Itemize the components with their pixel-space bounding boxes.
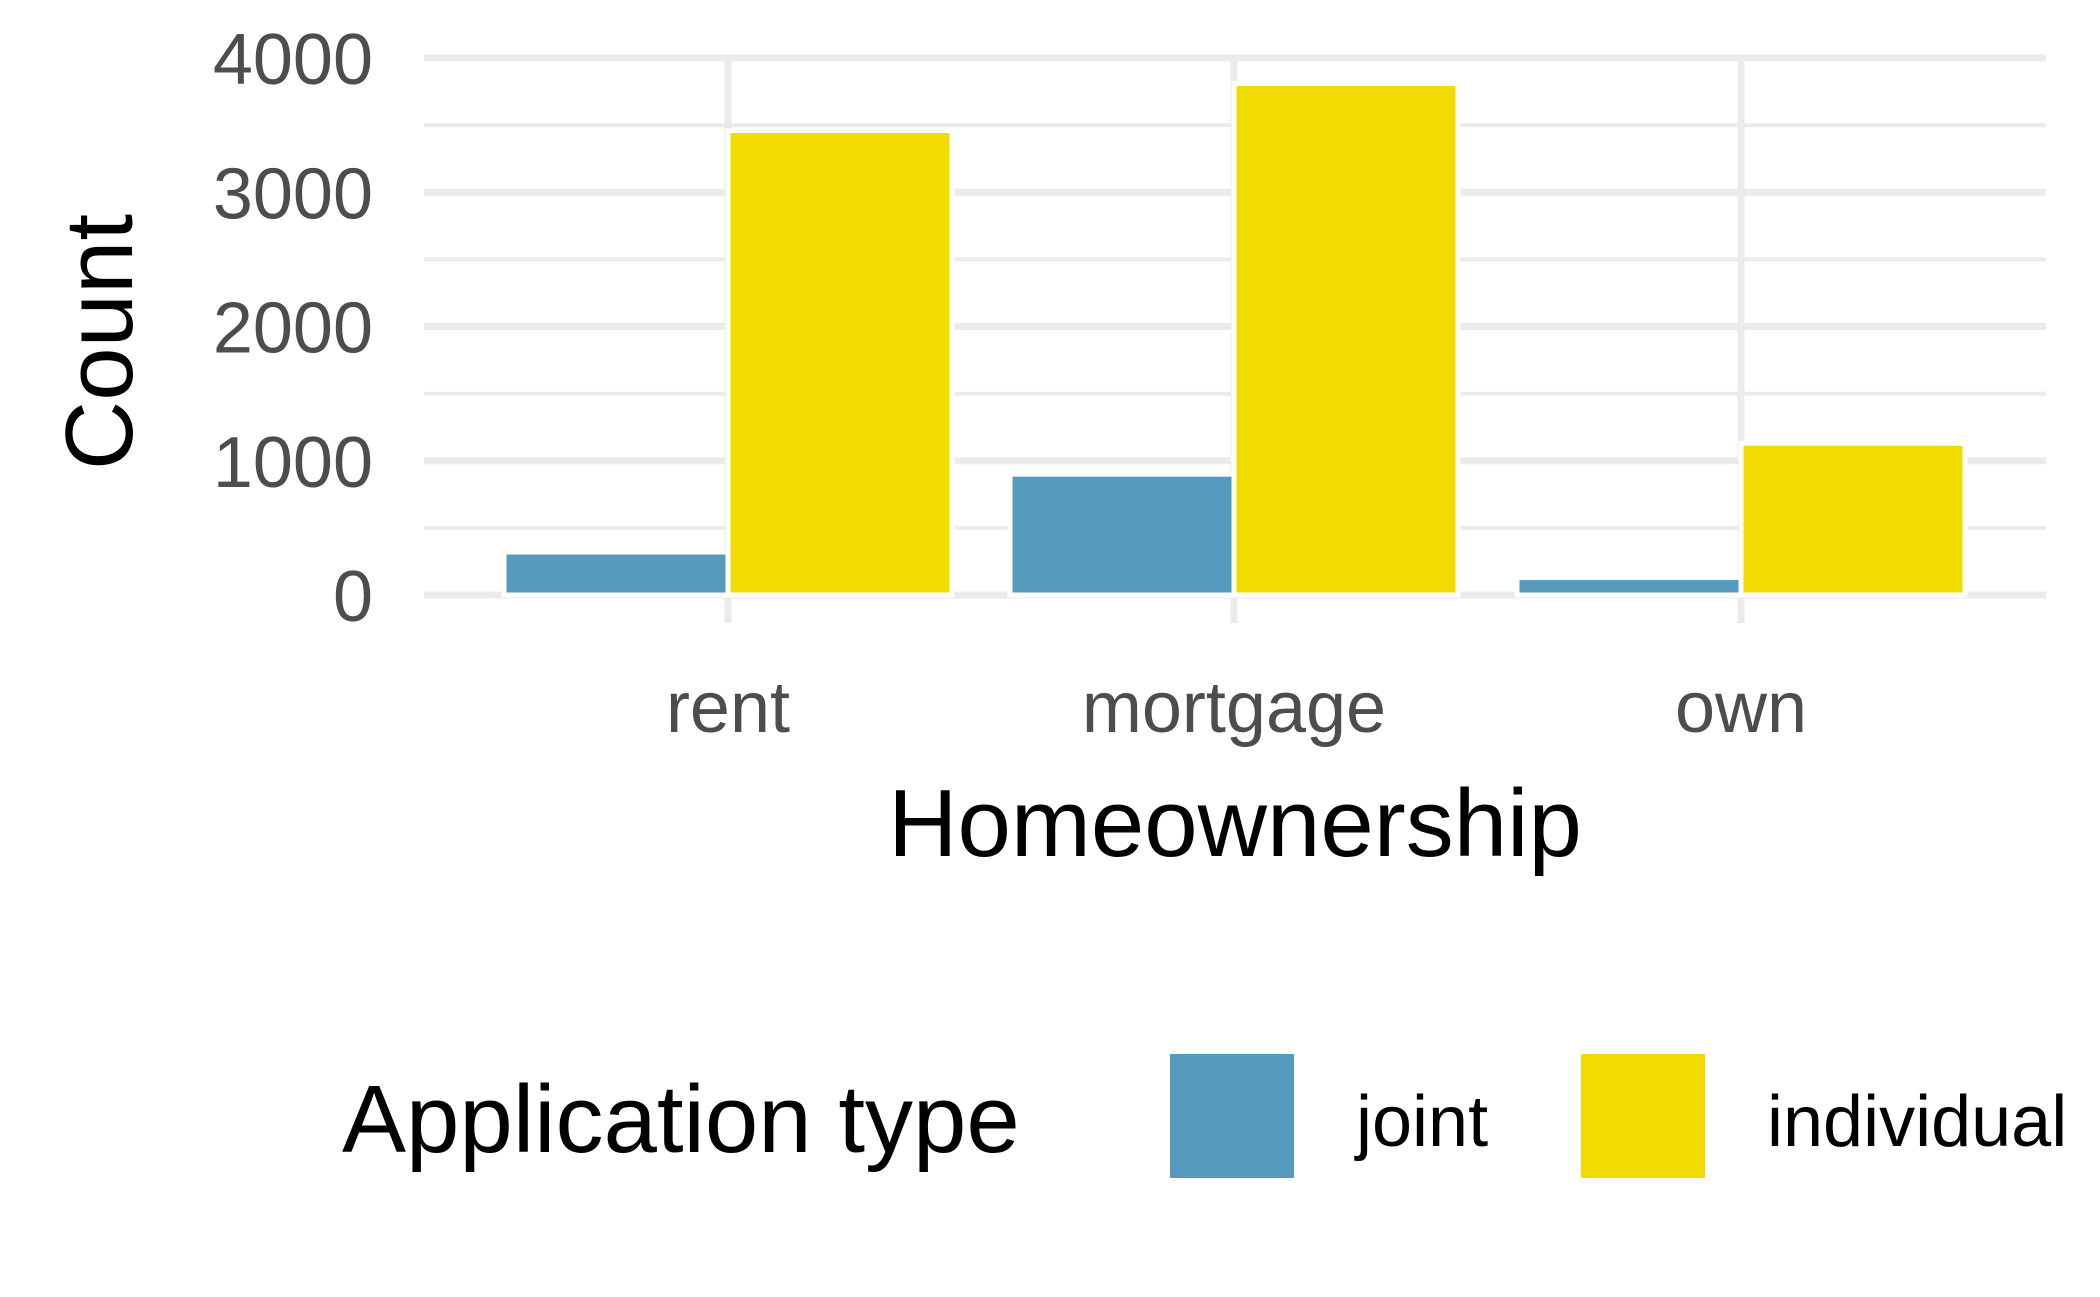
y-tick-label: 3000 <box>213 154 373 234</box>
bar-individual-own <box>1738 440 1968 598</box>
x-tick-label: mortgage <box>1082 668 1386 748</box>
y-axis-ticks: 0 1000 2000 3000 4000 <box>213 20 373 637</box>
legend-items: joint individual <box>1170 1054 2067 1178</box>
bar-joint-own <box>1514 575 1744 598</box>
y-tick-label: 4000 <box>213 20 373 100</box>
y-tick-label: 1000 <box>213 423 373 503</box>
x-tick-label: own <box>1675 668 1807 748</box>
legend-key-individual <box>1581 1054 1705 1178</box>
legend-key-joint <box>1170 1054 1294 1178</box>
y-axis-title: Count <box>46 214 153 470</box>
bar-individual-rent <box>725 127 955 598</box>
legend-label-individual: individual <box>1767 1082 2067 1162</box>
legend-title: Application type <box>342 1066 1020 1173</box>
x-axis-ticks: rent mortgage own <box>666 668 1807 748</box>
plot-bars <box>501 81 1968 598</box>
bar-joint-rent <box>501 549 731 598</box>
y-tick-label: 2000 <box>213 289 373 369</box>
legend-label-joint: joint <box>1354 1082 1488 1162</box>
x-axis-title: Homeownership <box>888 770 1582 877</box>
bar-joint-mortgage <box>1007 471 1237 598</box>
y-tick-label: 0 <box>333 557 373 637</box>
legend: Application type joint individual <box>342 1054 2067 1178</box>
x-tick-label: rent <box>666 668 790 748</box>
bar-individual-mortgage <box>1231 81 1461 598</box>
